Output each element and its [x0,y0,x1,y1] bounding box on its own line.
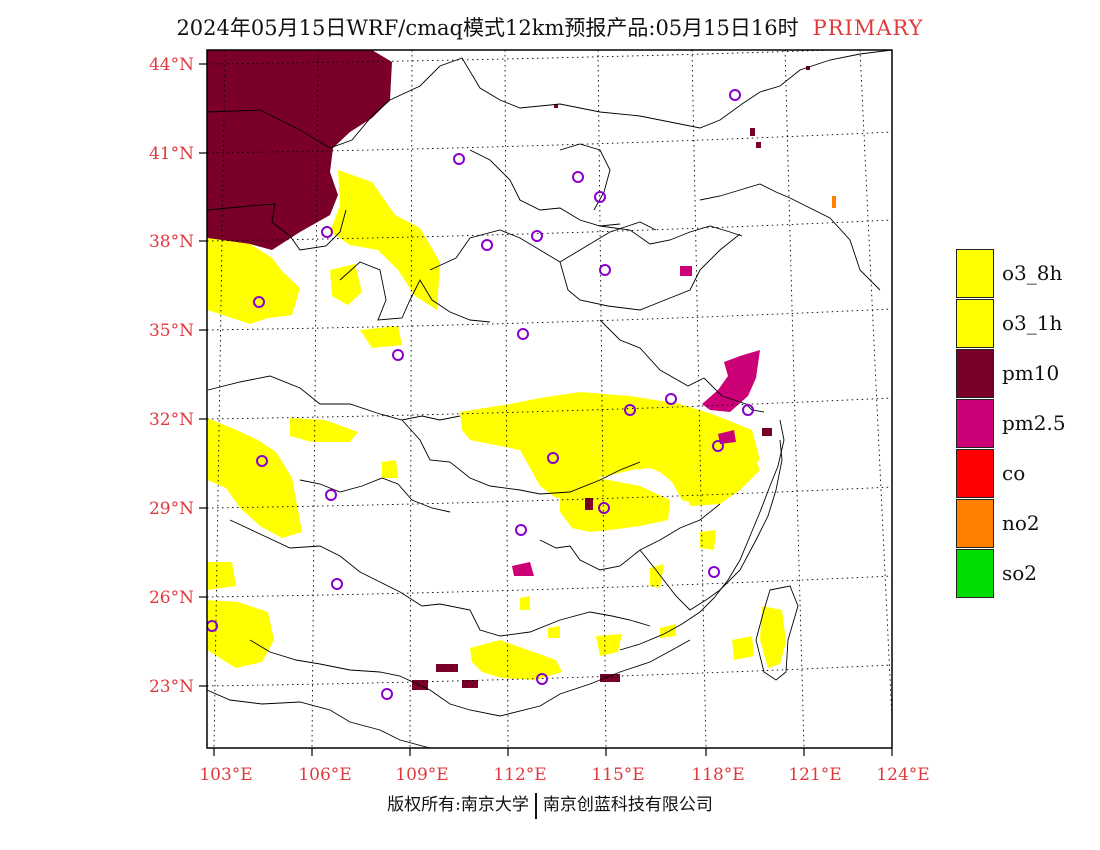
lat-label-32n: 32°N [148,410,194,430]
pm25-regions [512,266,760,576]
boundaries [207,50,892,748]
o3-regions [207,170,786,680]
legend-label: no2 [1002,511,1040,535]
graticule-longitude [213,50,892,748]
axis-ticks [199,63,893,756]
lat-label-26n: 26°N [148,588,194,608]
map-frame [206,49,893,749]
legend-label: o3_8h [1002,261,1063,285]
footer-separator [534,792,537,819]
legend-label: co [1002,461,1026,485]
no2-spot [832,196,836,208]
legend-swatch [956,399,994,448]
copyright-right: 南京创蓝科技有限公司 [542,795,713,815]
title-primary-tag: PRIMARY [812,16,924,40]
legend-label: pm10 [1002,361,1060,385]
lat-label-23n: 23°N [148,677,194,697]
lat-label-29n: 29°N [148,499,194,519]
lat-label-41n: 41°N [148,144,194,164]
legend-swatch [956,299,994,348]
map-title: 2024年05月15日WRF/cmaq模式12km预报产品:05月15日16时 P… [0,12,1100,42]
lat-label-44n: 44°N [148,55,194,75]
copyright-left: 版权所有:南京大学 [387,795,529,815]
copyright-footer: 版权所有:南京大学 南京创蓝科技有限公司 [0,790,1100,819]
lon-label-115e: 115°E [591,765,645,785]
legend-swatch [956,349,994,398]
legend-swatch [956,449,994,498]
lon-label-121e: 121°E [788,765,842,785]
station-markers [207,89,754,700]
legend-label: so2 [1002,561,1038,585]
lat-label-35n: 35°N [148,321,194,341]
lon-label-109e: 109°E [395,765,449,785]
lon-label-112e: 112°E [493,765,547,785]
lat-label-38n: 38°N [148,232,194,252]
legend-swatch [956,499,994,548]
lon-label-124e: 124°E [876,765,930,785]
legend-swatch [956,549,994,598]
lon-label-103e: 103°E [199,765,253,785]
pm10-region-north [207,50,392,250]
lon-label-118e: 118°E [691,765,745,785]
lon-label-106e: 106°E [298,765,352,785]
legend-label: pm2.5 [1002,411,1066,435]
title-main: 2024年05月15日WRF/cmaq模式12km预报产品:05月15日16时 [176,16,799,40]
legend-swatch [956,249,994,298]
legend-label: o3_1h [1002,311,1063,335]
